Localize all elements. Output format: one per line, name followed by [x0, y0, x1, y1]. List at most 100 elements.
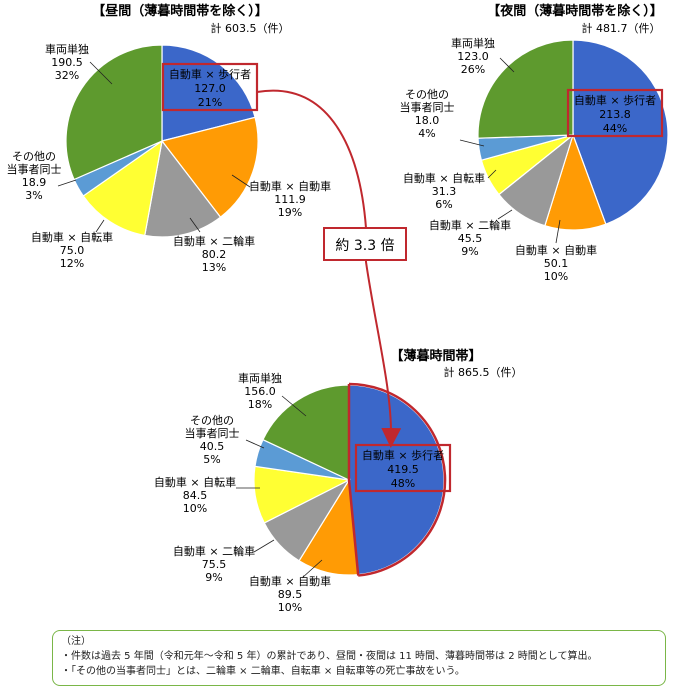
- slice-name-line: その他の: [405, 88, 449, 101]
- highlight-box: [566, 88, 664, 138]
- slice-name: 自動車 × 自転車: [31, 230, 113, 244]
- slice-name-line: 当事者同士: [400, 100, 455, 114]
- slice-name-line: 当事者同士: [185, 426, 240, 440]
- slice-percent: 6%: [435, 198, 452, 211]
- slice-value: 75.5: [202, 558, 227, 571]
- slice-name: 自動車 × 自動車: [515, 243, 597, 257]
- slice-percent: 10%: [183, 502, 207, 515]
- slice-name: 自動車 × 自転車: [154, 475, 236, 489]
- ratio-annotation: 約 3.3 倍: [256, 89, 407, 448]
- slice-name: 自動車 × 自転車: [403, 171, 485, 185]
- slice-percent: 21%: [198, 96, 222, 109]
- slice-value: 419.5: [387, 463, 419, 476]
- highlight-box: [161, 62, 259, 112]
- slice-percent: 9%: [205, 571, 222, 584]
- leader-line: [89, 61, 113, 85]
- slice-value: 127.0: [194, 82, 226, 95]
- slice-value: 111.9: [274, 193, 306, 206]
- slice-value: 50.1: [544, 257, 569, 270]
- note-line-1: ・件数は過去 5 年間（令和元年〜令和 5 年）の累計であり、昼間・夜間は 11…: [61, 651, 598, 662]
- slice-percent: 32%: [55, 69, 79, 82]
- slice-name: 車両単独: [45, 42, 89, 56]
- slice-percent: 4%: [418, 127, 435, 140]
- slice-percent: 48%: [391, 477, 415, 490]
- chart-title: 【昼間（薄暮時間帯を除く）】: [92, 3, 268, 19]
- slice-value: 89.5: [278, 588, 303, 601]
- slice-percent: 44%: [603, 122, 627, 135]
- slice-value: 45.5: [458, 232, 483, 245]
- ratio-label: 約 3.3 倍: [335, 238, 394, 254]
- leader-line: [459, 139, 485, 147]
- slice-name: 自動車 × 歩行者: [362, 448, 444, 462]
- slice-value: 75.0: [60, 244, 85, 257]
- slice-name: 車両単独: [451, 36, 495, 50]
- slice-percent: 12%: [60, 257, 84, 270]
- leader-line: [301, 559, 323, 579]
- slice-value: 213.8: [599, 108, 631, 121]
- slice-percent: 9%: [461, 245, 478, 258]
- leader-line: [555, 219, 561, 244]
- leader-line: [189, 217, 201, 233]
- slice-value: 18.0: [415, 114, 440, 127]
- pie-slice-single: [477, 39, 574, 139]
- slice-name: 自動車 × 二輪車: [173, 234, 255, 248]
- ratio-box: [323, 227, 407, 261]
- leader-line: [281, 395, 307, 417]
- leader-line: [57, 179, 77, 187]
- leader-line: [487, 169, 497, 179]
- slice-value: 123.0: [457, 50, 489, 63]
- pie-slice-single: [65, 44, 163, 181]
- slice-percent: 5%: [203, 453, 220, 466]
- slice-percent: 13%: [202, 261, 226, 274]
- slice-percent: 18%: [248, 398, 272, 411]
- pie-slice-pedestrian: [161, 44, 256, 142]
- leader-line: [253, 539, 275, 553]
- slice-value: 31.3: [432, 185, 457, 198]
- slice-name: 自動車 × 歩行者: [169, 67, 251, 81]
- leader-line: [231, 174, 251, 188]
- chart-title: 【薄暮時間帯】: [390, 348, 481, 364]
- slice-name-line: 当事者同士: [7, 162, 62, 176]
- slice-value: 18.9: [22, 176, 47, 189]
- slice-name: 自動車 × 自動車: [249, 179, 331, 193]
- leader-line: [95, 219, 105, 233]
- slice-value: 40.5: [200, 440, 225, 453]
- pie-slice-car: [160, 116, 259, 219]
- pie-slice-single: [262, 384, 350, 481]
- slice-value: 156.0: [244, 385, 276, 398]
- leader-line: [497, 209, 513, 220]
- slice-percent: 10%: [544, 270, 568, 283]
- slice-percent: 3%: [25, 189, 42, 202]
- slice-percent: 10%: [278, 601, 302, 614]
- pie-slice-motorcycle: [144, 139, 222, 238]
- slice-name: 自動車 × 二輪車: [173, 544, 255, 558]
- slice-name-line: その他の: [190, 414, 234, 427]
- note-box: （注） ・件数は過去 5 年間（令和元年〜令和 5 年）の累計であり、昼間・夜間…: [52, 630, 666, 686]
- slice-name-line: その他の: [12, 150, 56, 163]
- slice-name: 車両単独: [238, 371, 282, 385]
- slice-name: 自動車 × 二輪車: [429, 218, 511, 232]
- slice-value: 84.5: [183, 489, 208, 502]
- chart-title: 【夜間（薄暮時間帯を除く）】: [487, 3, 663, 19]
- leader-line: [245, 439, 265, 449]
